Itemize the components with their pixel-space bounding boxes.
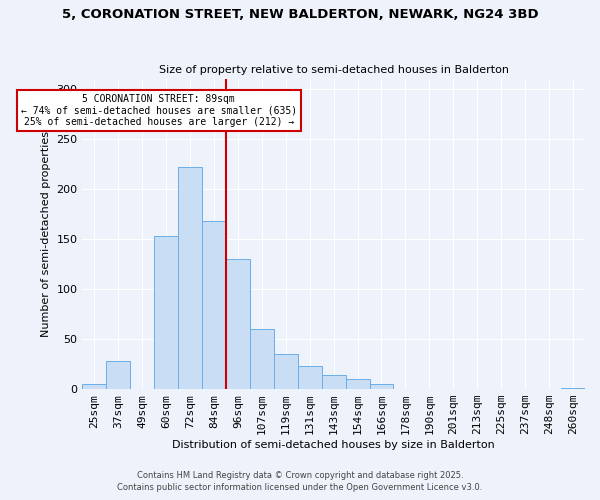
Text: 5 CORONATION STREET: 89sqm
← 74% of semi-detached houses are smaller (635)
25% o: 5 CORONATION STREET: 89sqm ← 74% of semi… (21, 94, 297, 128)
X-axis label: Distribution of semi-detached houses by size in Balderton: Distribution of semi-detached houses by … (172, 440, 495, 450)
Bar (250, 329, 274, 389)
Bar (178, 167, 202, 389)
Bar (322, 375, 346, 389)
Bar (202, 221, 226, 389)
Bar (226, 259, 250, 389)
Bar (274, 354, 298, 389)
Text: Contains HM Land Registry data © Crown copyright and database right 2025.
Contai: Contains HM Land Registry data © Crown c… (118, 471, 482, 492)
Bar (154, 236, 178, 389)
Y-axis label: Number of semi-detached properties: Number of semi-detached properties (41, 131, 50, 337)
Text: 5, CORONATION STREET, NEW BALDERTON, NEWARK, NG24 3BD: 5, CORONATION STREET, NEW BALDERTON, NEW… (62, 8, 538, 20)
Bar (298, 366, 322, 389)
Bar (82, 384, 106, 389)
Bar (346, 379, 370, 389)
Bar (561, 388, 585, 389)
Title: Size of property relative to semi-detached houses in Balderton: Size of property relative to semi-detach… (158, 66, 509, 76)
Bar (106, 361, 130, 389)
Bar (370, 384, 394, 389)
